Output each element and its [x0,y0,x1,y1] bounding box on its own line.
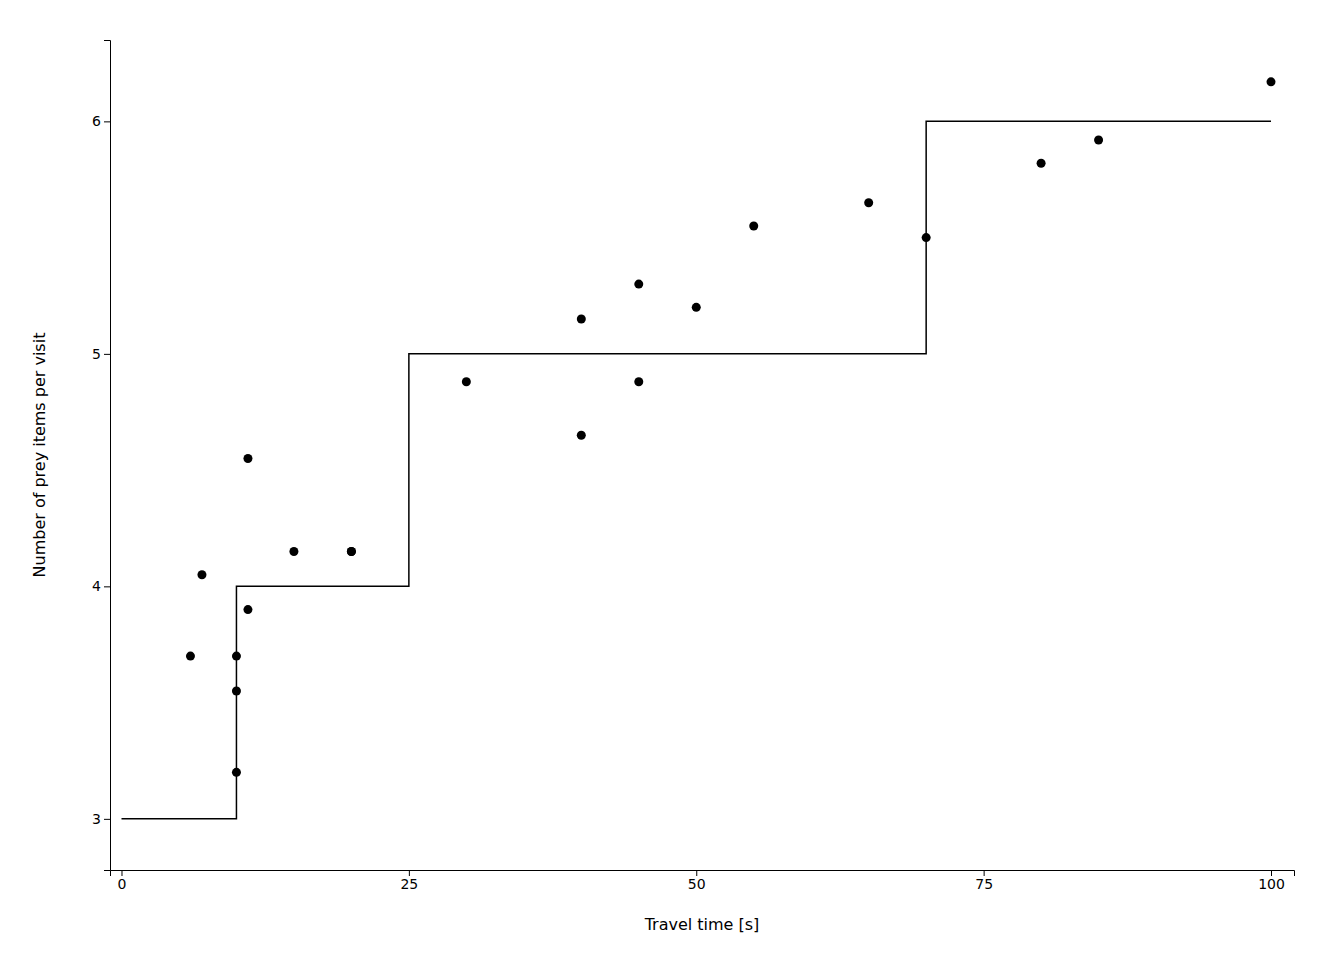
point [197,570,206,579]
x-tick: 100 [1258,870,1285,892]
y-tick: 6 [92,113,110,129]
point [186,652,195,661]
point [577,431,586,440]
x-tick-label: 0 [118,876,127,892]
marks [121,77,1275,819]
y-tick-mark [104,121,110,122]
y-tick-label: 3 [92,811,101,827]
y-tick-label: 4 [92,578,101,594]
step-line [121,121,1271,818]
point [347,547,356,556]
point [243,454,252,463]
x-tick: 50 [688,870,706,892]
point [1267,77,1276,86]
point [634,280,643,289]
x-tick: 75 [975,870,993,892]
y-axis: 3 4 5 6 [92,41,110,871]
point [692,303,701,312]
point [864,198,873,207]
x-tick-label: 50 [688,876,706,892]
plot: 0 25 50 75 100 3 4 5 6 [92,41,1294,892]
y-tick-mark [104,819,110,820]
point [1037,159,1046,168]
y-tick: 4 [92,578,110,594]
y-tick-label: 5 [92,346,101,362]
point [232,768,241,777]
chart: 0 25 50 75 100 3 4 5 6 Travel time [s] Number of p… [0,0,1344,960]
points [186,77,1276,777]
point [922,233,931,242]
x-axis-title: Travel time [s] [644,915,760,934]
point [577,314,586,323]
point [1094,135,1103,144]
y-tick-mark [104,586,110,587]
y-axis-line [104,41,111,871]
point [289,547,298,556]
point [347,547,356,556]
x-tick-label: 75 [975,876,993,892]
y-tick: 5 [92,346,110,362]
y-tick-mark [104,354,110,355]
point [232,652,241,661]
point [232,686,241,695]
point [462,377,471,386]
point [634,377,643,386]
x-tick: 0 [118,870,127,892]
y-axis-title: Number of prey items per visit [30,333,49,578]
x-tick-label: 100 [1258,876,1285,892]
y-tick-label: 6 [92,113,101,129]
y-tick: 3 [92,811,110,827]
x-tick: 25 [400,870,418,892]
point [243,605,252,614]
point [749,221,758,230]
x-tick-label: 25 [400,876,418,892]
x-axis: 0 25 50 75 100 [111,870,1295,892]
